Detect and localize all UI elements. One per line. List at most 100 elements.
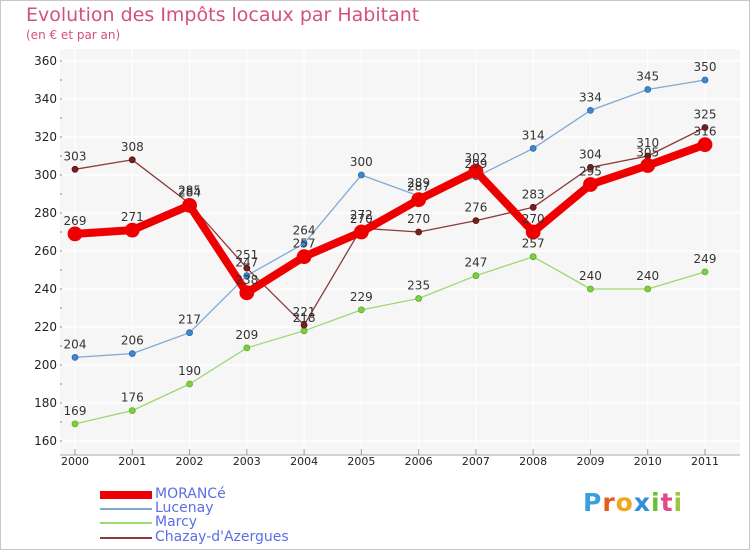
data-point [701, 268, 709, 276]
series-line-1 [74, 79, 706, 359]
y-tick-label: 280 [34, 206, 57, 220]
data-label: 276 [464, 201, 487, 215]
y-tick-label: 360 [34, 54, 57, 68]
y-tick-label: 160 [34, 434, 57, 448]
data-point [124, 222, 140, 238]
data-point [300, 321, 308, 329]
data-point [529, 144, 537, 152]
data-label: 235 [407, 279, 430, 293]
data-label: 302 [464, 151, 487, 165]
data-point [525, 224, 541, 240]
data-label: 325 [694, 108, 717, 122]
data-label: 251 [235, 248, 258, 262]
data-label: 247 [235, 256, 258, 270]
data-label: 350 [694, 60, 717, 74]
chart-subtitle: (en € et par an) [26, 28, 121, 42]
y-tick-label: 300 [34, 168, 57, 182]
data-label: 209 [235, 328, 258, 342]
data-label: 314 [522, 128, 545, 142]
y-tick-label: 200 [34, 358, 57, 372]
x-tick-label: 2005 [347, 455, 375, 468]
data-label: 283 [522, 187, 545, 201]
legend-label: Marcy [155, 514, 198, 530]
plot-area [60, 49, 740, 455]
data-point [415, 228, 423, 236]
data-point [186, 380, 193, 388]
data-point [644, 285, 652, 293]
data-point [243, 344, 251, 352]
data-label: 229 [350, 290, 373, 304]
series-line-0 [71, 140, 709, 297]
data-point [529, 253, 537, 261]
data-label: 295 [579, 165, 602, 179]
data-label: 169 [64, 404, 87, 418]
data-point [701, 124, 709, 131]
y-tick-label: 180 [34, 396, 57, 410]
data-point [644, 86, 652, 93]
data-label: 270 [522, 212, 545, 226]
data-label: 206 [121, 334, 144, 348]
data-label: 284 [178, 185, 201, 199]
data-point [71, 165, 79, 173]
data-label: 249 [694, 252, 717, 266]
data-point [640, 158, 656, 173]
series-line-3 [74, 126, 706, 326]
data-label: 345 [636, 70, 659, 84]
data-label: 287 [407, 180, 430, 194]
data-point [71, 353, 79, 361]
data-label: 308 [121, 140, 144, 154]
data-label: 272 [350, 208, 373, 222]
data-label: 299 [464, 157, 487, 171]
legend-label: Lucenay [155, 500, 214, 516]
data-point [300, 327, 308, 335]
data-label: 285 [178, 184, 201, 198]
x-tick-label: 2000 [61, 455, 89, 468]
data-point [186, 329, 193, 337]
data-label: 238 [235, 273, 258, 287]
data-point [472, 217, 480, 225]
data-point [701, 76, 709, 84]
x-tick-label: 2002 [176, 455, 204, 468]
data-label: 270 [407, 212, 430, 226]
data-point [300, 239, 308, 247]
data-point [357, 306, 365, 314]
legend-label: MORANCé [155, 486, 226, 502]
data-point [239, 285, 255, 301]
x-tick-label: 2003 [233, 455, 261, 468]
data-label: 240 [636, 269, 659, 283]
y-tick-label: 220 [34, 320, 57, 334]
data-label: 334 [579, 90, 602, 104]
logo-letter: P [583, 488, 603, 517]
x-tick-label: 2009 [576, 455, 604, 468]
chart-title: Evolution des Impôts locaux par Habitant [26, 4, 420, 26]
data-label: 257 [522, 237, 545, 251]
y-tick-label: 260 [34, 244, 57, 258]
data-point [529, 203, 537, 211]
data-label: 264 [293, 223, 316, 237]
data-label: 257 [293, 237, 316, 251]
data-point [415, 295, 423, 302]
data-label: 218 [293, 311, 316, 325]
data-label: 304 [579, 147, 602, 161]
data-label: 305 [636, 146, 659, 160]
logo-letter: o [615, 488, 634, 517]
data-label: 247 [464, 256, 487, 270]
data-point [243, 272, 251, 280]
data-label: 303 [64, 149, 87, 163]
data-point [411, 192, 427, 208]
data-point [587, 163, 594, 171]
logo-letter: x [633, 488, 651, 517]
data-point [128, 350, 136, 358]
data-label: 271 [121, 210, 144, 224]
data-point [67, 226, 83, 242]
y-tick-label: 320 [34, 130, 57, 144]
x-tick-label: 2011 [691, 455, 719, 468]
data-label: 316 [694, 125, 717, 139]
data-point [583, 177, 598, 192]
data-label: 240 [579, 269, 602, 283]
data-label: 270 [350, 212, 373, 226]
logo-letter: r [602, 488, 616, 517]
data-label: 269 [64, 214, 87, 228]
data-point [587, 107, 594, 114]
x-tick-label: 2010 [634, 455, 662, 468]
